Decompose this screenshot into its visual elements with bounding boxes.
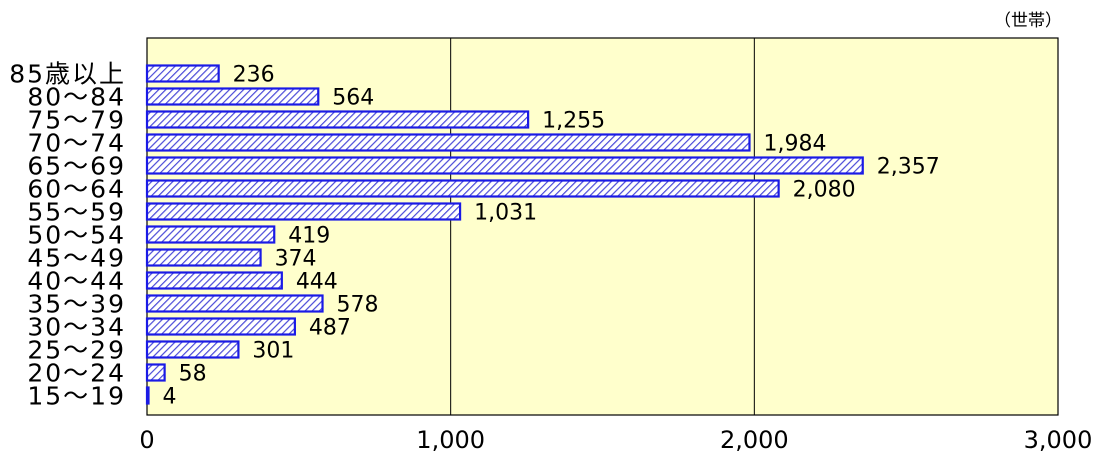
data-label-11: 487: [309, 316, 351, 341]
bar-2: [145, 110, 530, 129]
category-label-3: 70～74: [27, 129, 126, 158]
category-label-0: 85歳以上: [9, 60, 126, 89]
bar-10: [145, 294, 324, 313]
unit-label: （世帯）: [994, 11, 1062, 31]
bar-5: [145, 179, 780, 198]
data-label-13: 58: [179, 362, 207, 387]
bar-6: [145, 202, 462, 221]
category-label-7: 50～54: [27, 221, 126, 250]
data-labels: 2365641,2551,9842,3572,0801,031419374444…: [163, 63, 940, 410]
bar-12: [145, 340, 240, 359]
category-label-4: 65～69: [27, 152, 126, 181]
data-label-2: 1,255: [542, 109, 605, 134]
data-label-10: 578: [337, 293, 379, 318]
category-label-12: 25～29: [27, 336, 126, 365]
bar-14: [145, 386, 150, 405]
x-tick-label-3: 3,000: [1024, 426, 1093, 454]
category-label-14: 15～19: [27, 382, 126, 411]
bar-9: [145, 271, 283, 290]
data-label-12: 301: [252, 339, 294, 364]
data-label-4: 2,357: [877, 155, 940, 180]
bar-0: [145, 64, 220, 83]
category-labels: 85歳以上80～8475～7970～7465～6960～6455～5950～54…: [9, 60, 126, 411]
category-label-13: 20～24: [27, 359, 126, 388]
data-label-8: 374: [275, 247, 317, 272]
x-tick-label-1: 1,000: [416, 426, 485, 454]
data-label-7: 419: [288, 224, 330, 249]
data-label-14: 4: [163, 385, 177, 410]
category-label-10: 35～39: [27, 290, 126, 319]
bar-8: [145, 248, 262, 267]
bars: [145, 64, 864, 405]
x-tick-label-0: 0: [139, 426, 154, 454]
category-label-1: 80～84: [27, 83, 126, 112]
bar-7: [145, 225, 276, 244]
category-label-2: 75～79: [27, 106, 126, 135]
category-label-5: 60～64: [27, 175, 126, 204]
data-label-3: 1,984: [763, 132, 826, 157]
gridlines: [450, 38, 755, 415]
x-tick-label-2: 2,000: [720, 426, 789, 454]
bar-3: [145, 133, 751, 152]
data-label-6: 1,031: [474, 201, 537, 226]
bar-4: [145, 156, 864, 175]
category-label-6: 55～59: [27, 198, 126, 227]
bar-11: [145, 317, 296, 336]
data-label-5: 2,080: [793, 178, 856, 203]
x-axis-ticks: 0 1,000 2,000 3,000: [139, 426, 1092, 454]
bar-13: [145, 363, 166, 382]
data-label-9: 444: [296, 270, 338, 295]
data-label-0: 236: [233, 63, 275, 88]
data-label-1: 564: [332, 86, 374, 111]
category-label-8: 45～49: [27, 244, 126, 273]
category-label-9: 40～44: [27, 267, 126, 296]
category-label-11: 30～34: [27, 313, 126, 342]
bar-1: [145, 87, 320, 106]
